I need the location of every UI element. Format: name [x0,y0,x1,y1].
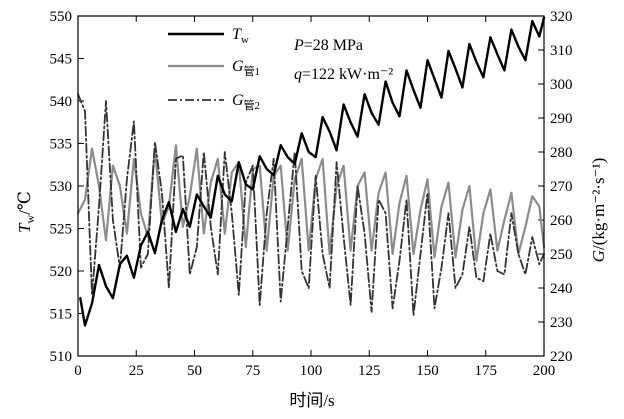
x-tick-label: 175 [475,363,498,379]
plot-frame [77,15,545,357]
y-right-tick-label: 300 [550,77,573,93]
x-tick-label: 125 [358,363,381,379]
series-layer [76,16,546,327]
y-right-tick-label: 230 [550,315,573,331]
x-tick-label: 25 [129,363,144,379]
series-line-tw [79,16,546,327]
x-tick-label: 50 [187,363,202,379]
y-right-tick-label: 260 [550,213,573,229]
x-tick-label: 100 [300,363,323,379]
y-left-tick-label: 545 [50,52,73,68]
y-right-tick-label: 250 [550,247,573,263]
y-left-tick-label: 550 [50,9,73,25]
x-axis-title: 时间/s [289,391,334,410]
y-right-tick-label: 320 [550,9,573,25]
legend-label-g2: G管2 [232,92,260,112]
y-right-tick-label: 270 [550,179,573,195]
legend-label-tw: Tw [232,26,249,46]
y-right-tick-label: 290 [550,111,573,127]
tick-labels: 0 25 50 75 100 125 150 175 200 510 515 520 525 530 535… [50,9,573,379]
series-line-g2 [77,93,545,317]
pressure-annotation: P=28 MPa [293,37,363,54]
x-tick-label: 200 [533,363,556,379]
y-right-tick-label: 310 [550,43,573,59]
y-left-axis-title: Tw/℃ [15,191,37,233]
y-left-tick-label: 510 [50,349,73,365]
x-tick-label: 0 [74,363,82,379]
annotations: P=28 MPa q=122 kW·m⁻² [293,37,393,83]
x-tick-label: 75 [245,363,260,379]
y-right-tick-label: 220 [550,349,573,365]
y-left-tick-label: 520 [50,264,73,280]
series-line-g1 [76,144,546,262]
y-left-tick-label: 530 [50,179,73,195]
y-right-axis-title: G/(kg·m⁻²·s⁻¹) [589,158,608,263]
y-left-tick-label: 515 [50,307,73,323]
heat-flux-annotation: q=122 kW·m⁻² [294,66,393,83]
legend-label-g1: G管1 [232,58,260,78]
legend: Tw G管1 G管2 [168,26,260,112]
y-right-tick-label: 240 [550,281,573,297]
x-tick-label: 150 [416,363,439,379]
y-right-tick-label: 280 [550,145,573,161]
y-left-tick-label: 535 [50,137,73,153]
y-left-tick-label: 525 [50,222,73,238]
y-left-tick-label: 540 [50,94,73,110]
